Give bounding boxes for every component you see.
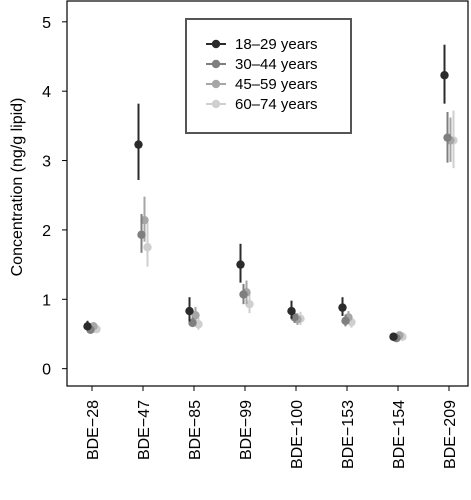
legend-box (185, 18, 352, 134)
plot-frame (66, 0, 469, 387)
data-point (185, 306, 194, 316)
data-point (134, 140, 143, 149)
y-tick-label: 2 (42, 223, 51, 240)
x-tick-label: BDE−28 (85, 400, 102, 460)
y-tick-label: 0 (42, 362, 51, 379)
legend-label: 18–29 years (235, 36, 318, 53)
legend-label: 60–74 years (235, 96, 318, 113)
y-axis: 0 1 2 3 4 5 (42, 15, 67, 379)
x-tick-label: BDE−85 (187, 400, 204, 460)
data-point (440, 71, 449, 80)
legend-label: 45–59 years (235, 76, 318, 93)
data-point (443, 133, 452, 142)
legend-swatch-point (211, 99, 221, 109)
x-tick-label: BDE−153 (340, 400, 357, 469)
legend-swatch-point (211, 39, 221, 49)
data-point (239, 290, 248, 299)
y-axis-title: Concentration (ng/g lipid) (9, 98, 26, 277)
data-point (341, 316, 350, 325)
legend-swatch-point (211, 79, 221, 89)
data-point (143, 243, 152, 252)
y-tick-label: 5 (42, 15, 51, 32)
data-point (389, 332, 398, 341)
data-point (236, 260, 245, 269)
legend-swatch-point (211, 59, 221, 69)
y-tick-label: 3 (42, 154, 51, 171)
data-point (338, 303, 347, 312)
y-tick-label: 1 (42, 292, 51, 309)
legend: 18–29 years 30–44 years 45–59 years 60–74 y… (185, 18, 352, 134)
x-axis: BDE−28 BDE−47 BDE−85 BDE−99 BDE−100 BDE−153 BD… (85, 386, 459, 469)
plot-marks (83, 44, 458, 343)
x-tick-label: BDE−209 (442, 400, 459, 469)
x-tick-label: BDE−154 (391, 400, 408, 469)
x-tick-label: BDE−47 (136, 400, 153, 460)
y-tick-label: 4 (42, 84, 51, 101)
legend-label: 30–44 years (235, 56, 318, 73)
data-point (287, 306, 296, 316)
data-point (137, 230, 146, 239)
data-point (83, 322, 92, 331)
x-tick-label: BDE−100 (289, 400, 306, 469)
x-tick-label: BDE−99 (238, 400, 255, 460)
